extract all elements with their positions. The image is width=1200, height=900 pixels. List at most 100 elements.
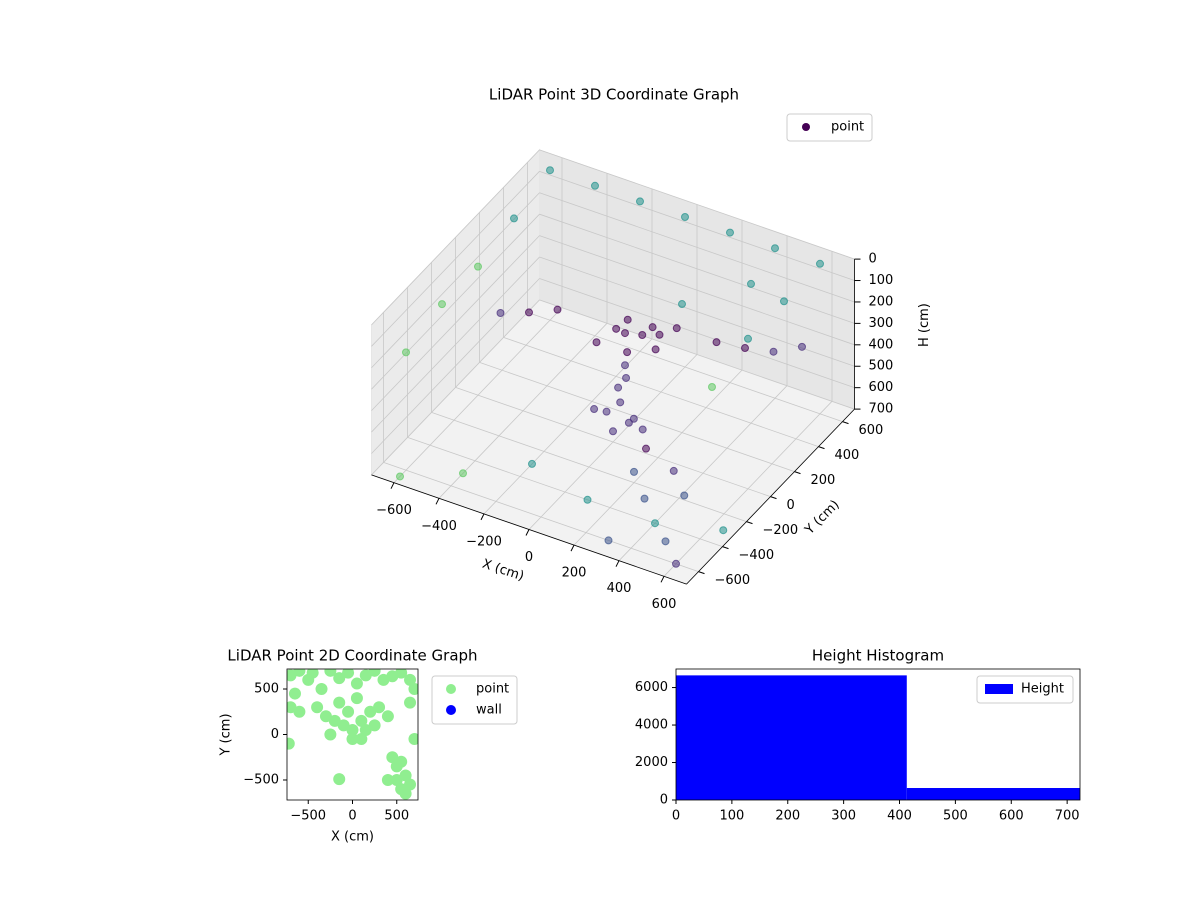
point (293, 669, 306, 677)
x-tick-label: −600 (376, 503, 412, 518)
y-tick-label: 600 (859, 423, 884, 438)
point (399, 787, 412, 800)
grid-line (539, 299, 855, 410)
x-tick-label: −400 (421, 519, 457, 534)
x-tick-label: 0 (348, 809, 356, 824)
grid-line (407, 437, 723, 547)
point (496, 309, 505, 317)
grid-line (371, 149, 540, 326)
y-tick-label: 0 (787, 498, 795, 513)
y-tick (794, 471, 801, 475)
point (651, 345, 660, 354)
grid-line (539, 213, 855, 324)
point (402, 348, 410, 357)
point (528, 459, 536, 468)
point (386, 751, 399, 764)
point (346, 723, 359, 736)
y-tick-label: 500 (254, 682, 279, 697)
grid-line (383, 462, 699, 572)
grid-line (371, 171, 540, 347)
point (678, 300, 686, 309)
grid-line (455, 387, 771, 497)
point (319, 710, 332, 723)
point (621, 329, 629, 338)
point (623, 315, 632, 324)
point (741, 344, 749, 353)
point (395, 669, 408, 679)
point (359, 669, 372, 682)
point (324, 728, 337, 741)
x-tick (660, 576, 665, 583)
y-tick (770, 496, 777, 500)
y-tick-label: −500 (243, 772, 279, 787)
grid-line (371, 278, 540, 454)
x-tick (615, 560, 620, 567)
point (373, 701, 386, 714)
point (602, 407, 611, 416)
point (661, 537, 670, 546)
point (630, 467, 638, 476)
x-tick-label: 200 (562, 566, 587, 581)
point (672, 559, 680, 568)
chart-title: Height Histogram (812, 647, 944, 665)
chart-title: LiDAR Point 2D Coordinate Graph (227, 647, 477, 665)
point (590, 405, 599, 414)
z-tick-label: 400 (869, 337, 894, 352)
axes-frame (675, 668, 1081, 801)
point (350, 692, 363, 705)
x-tick-label: 400 (607, 581, 632, 596)
grid-line (527, 312, 843, 422)
x-tick (435, 498, 440, 505)
point (408, 683, 418, 696)
point (510, 214, 518, 223)
point (404, 778, 417, 791)
y-tick-label: 0 (660, 793, 668, 808)
point (638, 425, 647, 434)
point (623, 348, 632, 357)
point (744, 334, 752, 343)
legend-label: wall (476, 703, 502, 718)
point (396, 472, 404, 481)
x-tick-label: 500 (943, 809, 968, 824)
point (350, 677, 363, 690)
bar (906, 788, 1080, 800)
x-tick-label: 200 (775, 809, 800, 824)
z-tick-label: 100 (869, 273, 894, 288)
point (672, 324, 681, 333)
point (368, 719, 381, 732)
x-tick-label: −200 (466, 534, 502, 549)
y-axis-label: Y (cm) (802, 497, 843, 538)
z-tick-label: 0 (869, 252, 877, 267)
point (719, 526, 728, 535)
point (651, 519, 659, 528)
x-axis (371, 474, 687, 585)
point (381, 710, 394, 723)
point (333, 672, 346, 685)
point (642, 444, 650, 453)
point (622, 373, 631, 382)
chart-title: LiDAR Point 3D Coordinate Graph (489, 86, 739, 104)
point (726, 228, 734, 237)
z-tick-label: 500 (869, 359, 894, 374)
point (474, 262, 482, 271)
legend-label: point (476, 682, 509, 697)
point (293, 705, 306, 718)
z-tick-label: 300 (869, 316, 894, 331)
point (616, 398, 625, 407)
point (638, 331, 647, 340)
x-tick-label: 600 (652, 597, 677, 612)
point (769, 347, 778, 356)
y-tick (818, 446, 825, 450)
point (404, 696, 417, 709)
point (306, 669, 319, 679)
point (288, 687, 301, 700)
x-tick-label: 0 (525, 550, 533, 565)
point (640, 494, 649, 503)
y-tick (746, 521, 753, 525)
point (390, 773, 403, 786)
point (680, 491, 689, 500)
y-tick (698, 571, 705, 575)
point (612, 324, 621, 333)
grid-line (539, 278, 855, 389)
grid-line (539, 192, 855, 303)
